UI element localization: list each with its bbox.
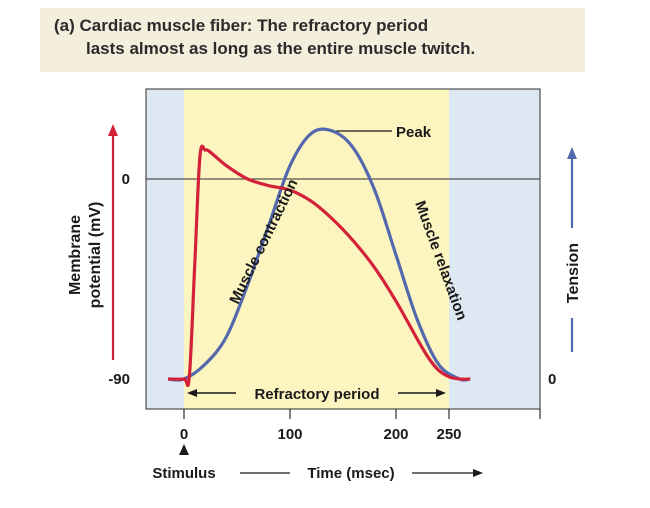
plot-frame: [145, 88, 541, 410]
peak-label: Peak: [396, 124, 432, 141]
series-line-tension: [167, 127, 471, 382]
stimulus-label: Stimulus: [152, 465, 215, 482]
title-line-1: (a) Cardiac muscle fiber: The refractory…: [54, 16, 429, 35]
left-axis-title-line-1: Membrane: [67, 215, 84, 295]
y-tick-label-0: 0: [122, 171, 130, 188]
x-ticks: 0 100 200 250: [180, 409, 541, 443]
right-tick-label-0: 0: [548, 371, 556, 388]
y-tick-label-neg90: -90: [108, 371, 130, 388]
stimulus-marker-icon: [179, 444, 189, 455]
title-box: (a) Cardiac muscle fiber: The refractory…: [40, 8, 585, 72]
x-tick-label-100: 100: [277, 426, 302, 443]
x-tick-label-200: 200: [383, 426, 408, 443]
title-line-2: lasts almost as long as the entire muscl…: [86, 39, 476, 58]
right-axis-title: Tension: [565, 243, 582, 303]
left-axis-title-line-2: potential (mV): [87, 202, 104, 309]
x-tick-label-250: 250: [436, 426, 461, 443]
refractory-band: [184, 89, 449, 409]
series-line-membrane-potential: [168, 144, 471, 388]
x-axis-title: Time (msec): [307, 465, 394, 482]
refractory-period-label: Refractory period: [254, 386, 379, 403]
x-tick-label-0: 0: [180, 426, 188, 443]
